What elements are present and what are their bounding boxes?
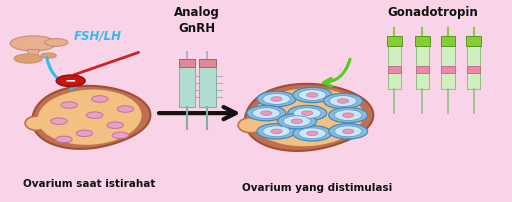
Circle shape [247,105,286,121]
Polygon shape [441,36,455,88]
Ellipse shape [25,116,48,130]
Polygon shape [199,59,216,107]
Circle shape [56,75,85,86]
Polygon shape [467,65,480,73]
Circle shape [343,113,354,117]
Circle shape [51,118,67,124]
Circle shape [293,87,332,103]
Polygon shape [387,36,401,46]
Circle shape [298,89,326,100]
Polygon shape [388,65,401,73]
Circle shape [263,126,290,137]
Circle shape [257,91,296,107]
Circle shape [261,111,272,115]
Circle shape [307,131,318,136]
Circle shape [329,96,357,106]
Circle shape [337,99,349,103]
Polygon shape [32,86,151,149]
Polygon shape [441,36,455,46]
Circle shape [263,94,290,104]
Polygon shape [245,84,373,151]
Polygon shape [441,65,455,73]
Circle shape [307,93,318,97]
Text: Gonadotropin: Gonadotropin [387,6,478,19]
Circle shape [283,116,311,127]
Circle shape [334,110,362,121]
Polygon shape [251,88,363,146]
Circle shape [334,126,362,137]
Circle shape [293,126,332,141]
Text: Analog
GnRH: Analog GnRH [174,6,220,35]
Polygon shape [38,89,141,145]
Text: Ovarium yang distimulasi: Ovarium yang distimulasi [242,183,393,193]
Circle shape [293,108,321,119]
Polygon shape [179,59,195,67]
Polygon shape [179,59,195,107]
Polygon shape [199,59,216,67]
Text: −: − [65,74,76,88]
Ellipse shape [10,36,56,51]
Ellipse shape [238,118,264,133]
Circle shape [252,108,280,119]
Ellipse shape [45,39,68,46]
Circle shape [61,102,77,108]
Circle shape [257,124,296,139]
Circle shape [87,112,103,118]
Circle shape [271,129,282,134]
Circle shape [278,114,316,129]
Circle shape [302,111,313,115]
Circle shape [298,128,326,139]
Circle shape [56,136,72,143]
Polygon shape [27,49,39,57]
Polygon shape [416,36,429,88]
Ellipse shape [41,53,56,58]
Text: FSH/LH: FSH/LH [73,30,121,43]
Text: Ovarium saat istirahat: Ovarium saat istirahat [24,179,156,189]
Polygon shape [466,36,481,46]
Circle shape [107,122,123,128]
Circle shape [117,106,134,112]
Circle shape [343,129,354,134]
Polygon shape [415,36,430,46]
Circle shape [291,119,303,123]
Circle shape [329,107,368,123]
Polygon shape [388,36,401,88]
Circle shape [112,132,129,139]
Circle shape [329,124,368,139]
Polygon shape [467,36,480,88]
Ellipse shape [14,54,42,63]
Circle shape [324,93,362,109]
Circle shape [288,105,327,121]
Circle shape [76,130,93,137]
Polygon shape [416,65,429,73]
Circle shape [92,96,108,102]
Circle shape [271,97,282,101]
